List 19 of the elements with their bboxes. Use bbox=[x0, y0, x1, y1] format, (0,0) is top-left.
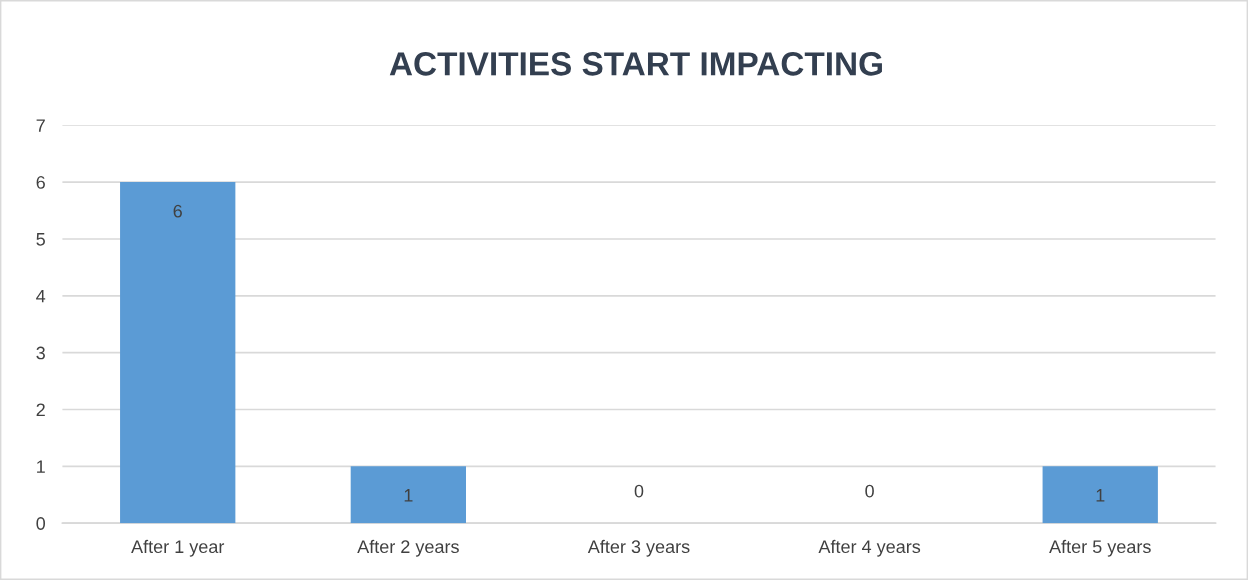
y-tick-label: 5 bbox=[36, 233, 45, 246]
x-tick-label: After 2 years bbox=[357, 539, 459, 557]
x-tick-label: After 5 years bbox=[1049, 539, 1151, 557]
data-label: 6 bbox=[173, 204, 182, 218]
x-tick-label: After 1 year bbox=[131, 539, 225, 557]
x-tick-label: After 4 years bbox=[818, 539, 921, 557]
x-tick-label: After 3 years bbox=[587, 539, 690, 557]
data-label: 0 bbox=[634, 484, 644, 498]
data-label: 0 bbox=[865, 484, 874, 498]
y-tick-label: 4 bbox=[36, 289, 46, 303]
y-tick-label: 0 bbox=[36, 517, 46, 530]
data-label: 1 bbox=[1096, 489, 1105, 502]
chart-title: ACTIVITIES START IMPACTING bbox=[389, 52, 882, 76]
data-label: 1 bbox=[404, 489, 413, 502]
y-tick-label: 7 bbox=[36, 119, 45, 132]
y-tick-label: 2 bbox=[36, 403, 45, 417]
y-tick-label: 1 bbox=[37, 460, 45, 473]
y-tick-label: 3 bbox=[36, 346, 45, 360]
y-tick-label: 6 bbox=[36, 176, 45, 189]
